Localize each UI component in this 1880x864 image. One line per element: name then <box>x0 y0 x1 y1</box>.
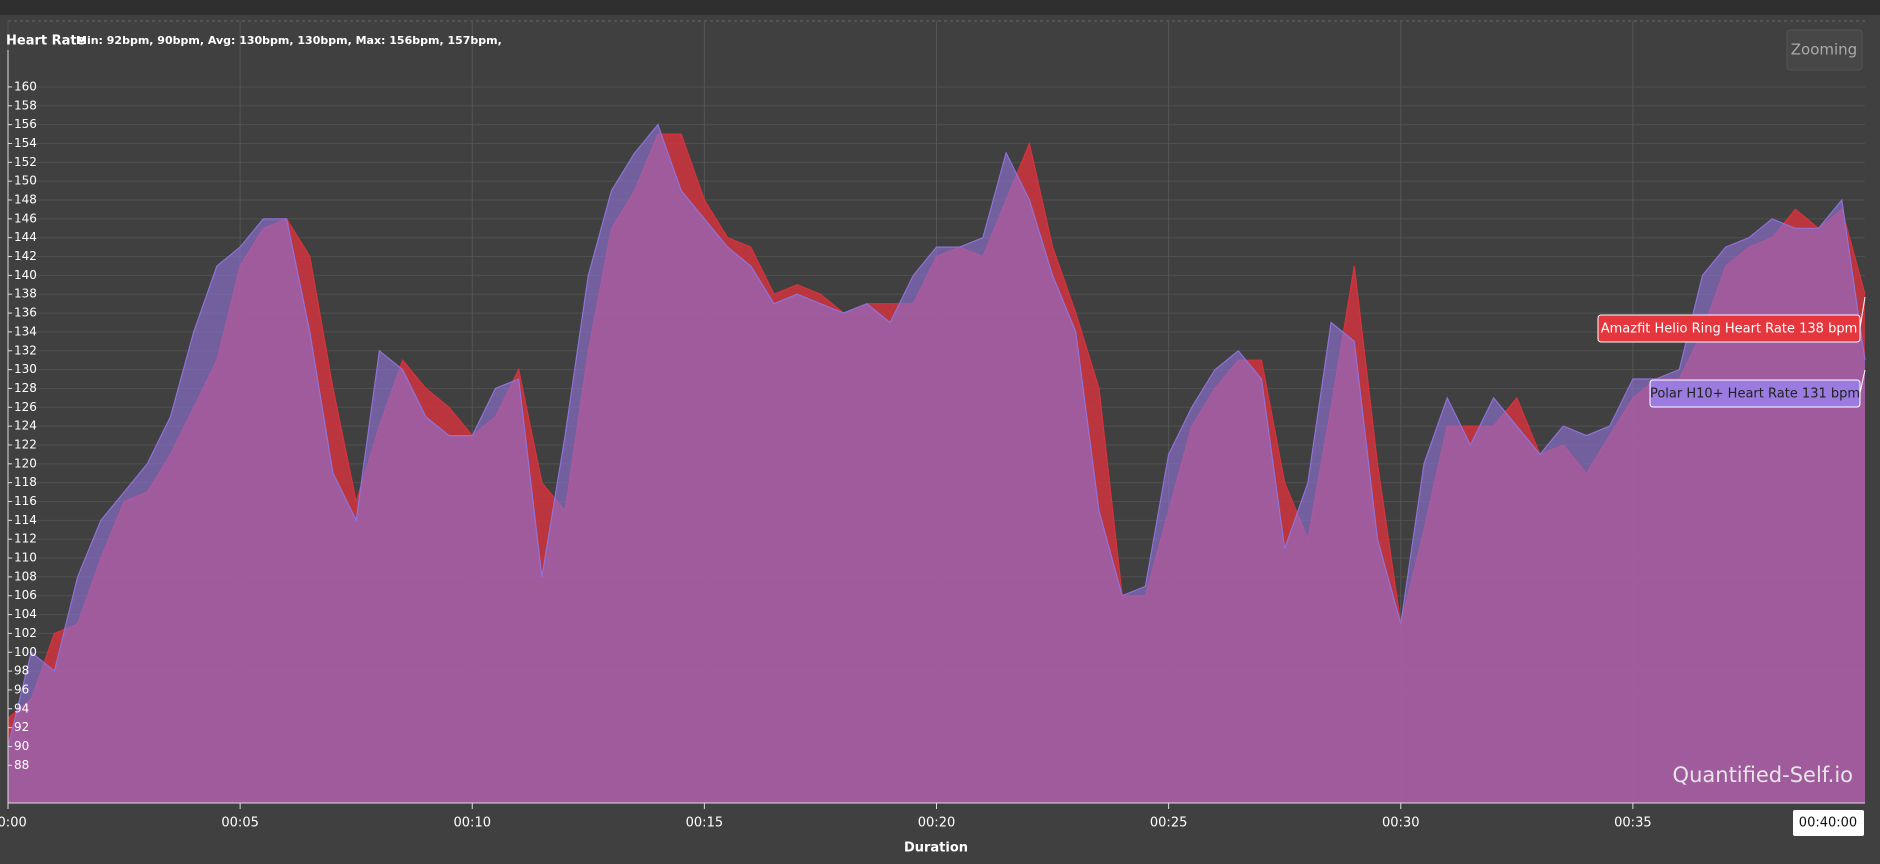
tooltip-text: Amazfit Helio Ring Heart Rate 138 bpm <box>1601 322 1857 337</box>
y-tick-label: 102 <box>14 626 37 640</box>
y-tick-label: 158 <box>14 98 37 112</box>
y-tick-label: 92 <box>14 720 29 734</box>
y-tick-label: 122 <box>14 437 37 451</box>
y-tick-label: 142 <box>14 249 37 263</box>
y-tick-label: 132 <box>14 343 37 357</box>
tooltips: Amazfit Helio Ring Heart Rate 138 bpm Pol… <box>1597 296 1866 408</box>
x-tick-label: 00:00 <box>0 816 27 831</box>
series-line <box>7 123 1866 747</box>
y-tick-label: 160 <box>14 79 37 93</box>
x-tick-label: 00:05 <box>221 816 258 831</box>
series-area <box>8 124 1865 804</box>
x-tick-label: 00:20 <box>918 816 955 831</box>
chart-title: Heart Rate <box>6 34 86 49</box>
y-tick-label: 96 <box>14 682 29 696</box>
x-tick-label: 00:10 <box>454 816 491 831</box>
y-tick-label: 138 <box>14 287 37 301</box>
y-tick-label: 140 <box>14 268 37 282</box>
x-tick-label: 00:15 <box>686 816 723 831</box>
y-tick-label: 118 <box>14 475 37 489</box>
tooltip-box <box>1597 314 1861 343</box>
chart-subtitle: Min: 92bpm, 90bpm, Avg: 130bpm, 130bpm, … <box>76 34 502 47</box>
x-tick-label: 00:25 <box>1150 816 1187 831</box>
y-tick-label: 100 <box>14 645 37 659</box>
y-tick-label: 88 <box>14 758 29 772</box>
y-tick-label: 116 <box>14 494 37 508</box>
y-tick-label: 126 <box>14 400 37 414</box>
top-bar <box>0 0 1880 15</box>
tooltip-connector <box>1859 369 1866 394</box>
y-tick-label: 148 <box>14 193 37 207</box>
y-tick-label: 108 <box>14 569 37 583</box>
tooltip-text: Polar H10+ Heart Rate 131 bpm <box>1650 387 1860 402</box>
tooltip-box <box>1649 379 1861 408</box>
y-tick-label: 94 <box>14 701 29 715</box>
zoom-button-bg[interactable] <box>1786 29 1863 71</box>
y-tick-label: 146 <box>14 211 37 225</box>
y-tick-label: 128 <box>14 381 37 395</box>
y-tick-label: 112 <box>14 532 37 546</box>
x-tick-label: 00:30 <box>1382 816 1419 831</box>
zoom-button[interactable]: Zooming <box>1791 41 1857 59</box>
tooltip-connector <box>1859 296 1866 329</box>
y-tick-label: 110 <box>14 551 37 565</box>
y-tick-label: 154 <box>14 136 37 150</box>
crosshair-label-bg <box>1793 810 1864 836</box>
y-tick-label: 104 <box>14 607 37 621</box>
y-tick-label: 120 <box>14 456 37 470</box>
y-tick-label: 144 <box>14 230 37 244</box>
y-tick-label: 130 <box>14 362 37 376</box>
y-tick-label: 150 <box>14 174 37 188</box>
y-tick-label: 90 <box>14 739 29 753</box>
watermark: Quantified-Self.io <box>1673 763 1853 787</box>
y-tick-label: 98 <box>14 664 29 678</box>
y-tick-label: 152 <box>14 155 37 169</box>
y-tick-label: 106 <box>14 588 37 602</box>
y-tick-label: 156 <box>14 117 37 131</box>
axes: 88 90 92 94 96 98 100 102 104 106 108 110 112 114 116 1… <box>0 50 1865 831</box>
plot-area <box>7 123 1866 804</box>
y-tick-label: 134 <box>14 324 37 338</box>
y-tick-label: 114 <box>14 513 37 527</box>
x-axis-label: Duration <box>904 841 968 856</box>
x-tick-label: 00:35 <box>1614 816 1651 831</box>
y-tick-label: 124 <box>14 419 37 433</box>
crosshair-label: 00:40:00 <box>1799 816 1857 831</box>
y-tick-label: 136 <box>14 306 37 320</box>
